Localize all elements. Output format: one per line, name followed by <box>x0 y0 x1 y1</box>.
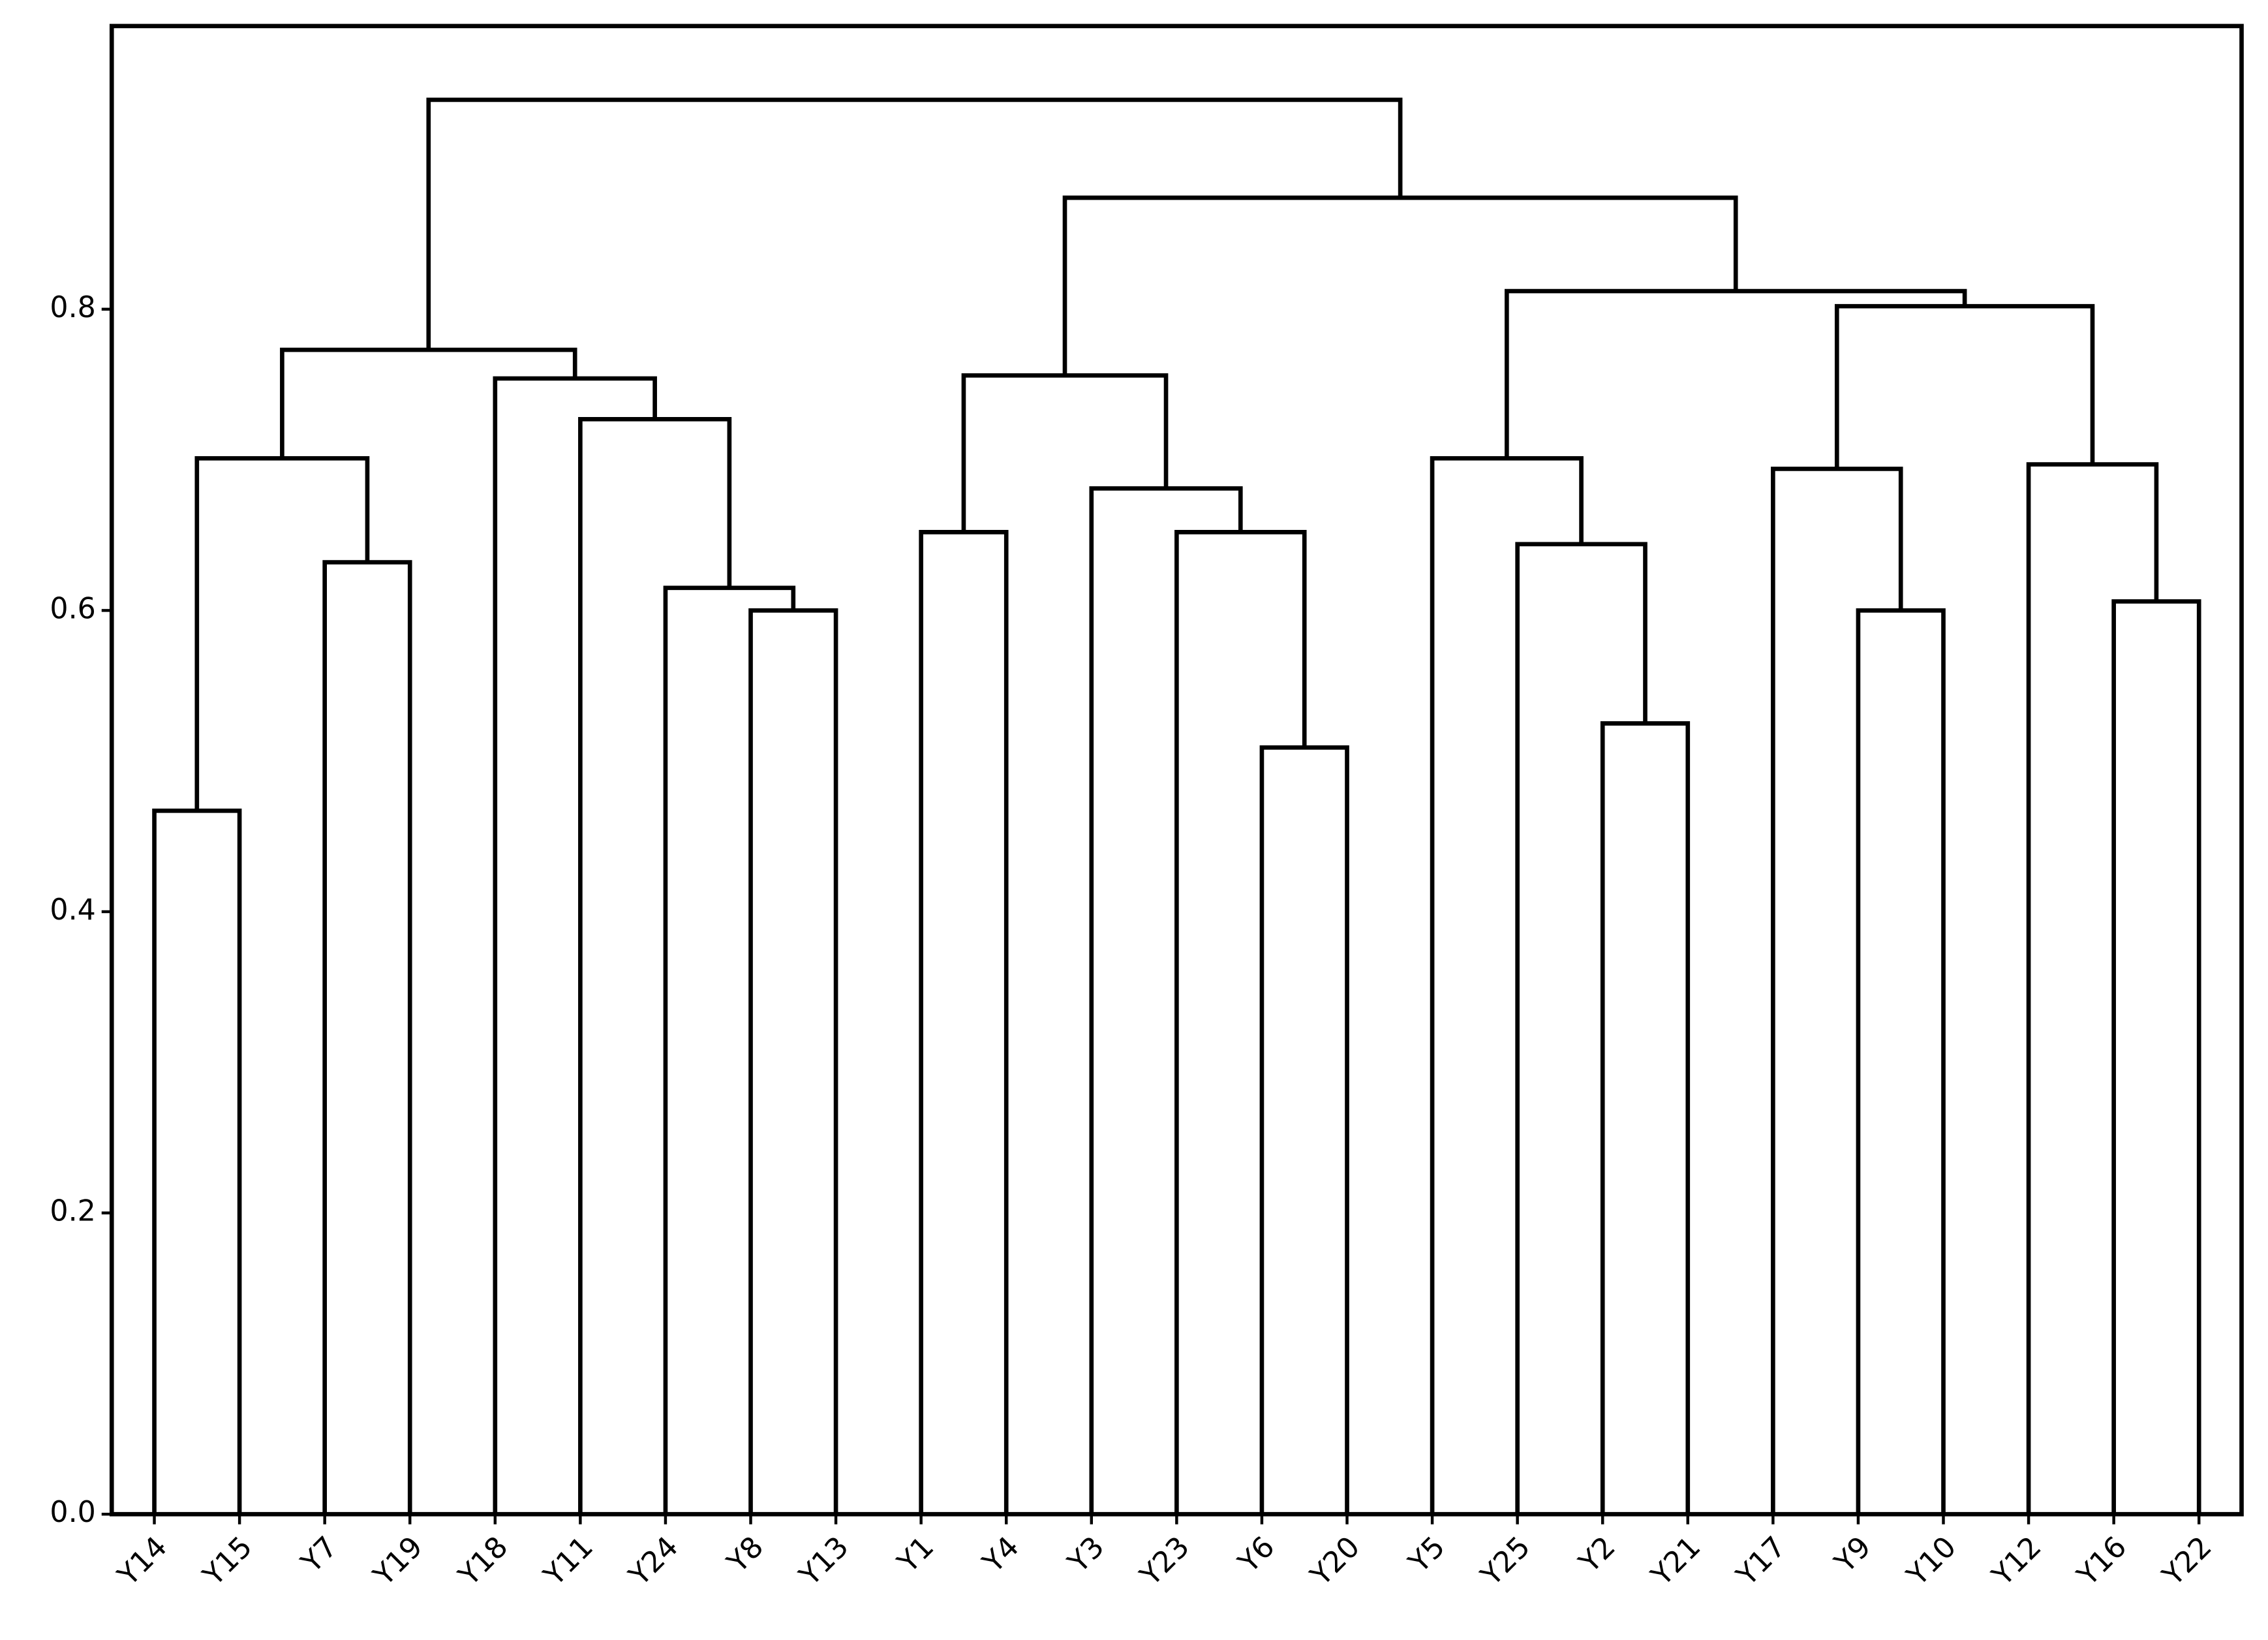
leaf-label: Y6 <box>1232 1530 1281 1580</box>
dendrogram-link <box>2111 599 2201 1515</box>
y-tick-label: 0.4 <box>50 893 95 927</box>
leaf-label: Y18 <box>452 1530 515 1593</box>
leaf-label: Y22 <box>2156 1530 2218 1593</box>
dendrogram-link <box>1504 288 1967 459</box>
leaf-label: Y21 <box>1645 1530 1708 1593</box>
dendrogram-link <box>1856 608 1946 1515</box>
dendrogram-link <box>1430 456 1584 1515</box>
dendrogram-link <box>1834 303 2095 469</box>
leaf-label: Y14 <box>111 1530 174 1593</box>
leaf-label: Y12 <box>1985 1530 2048 1593</box>
leaf-label: Y2 <box>1572 1530 1622 1580</box>
y-tick-label: 0.6 <box>50 592 95 625</box>
leaf-label: Y13 <box>793 1530 855 1593</box>
dendrogram-link <box>919 530 1009 1515</box>
dendrogram-link <box>426 97 1403 350</box>
leaf-label: Y3 <box>1062 1530 1111 1580</box>
leaf-label: Y11 <box>537 1530 600 1593</box>
dendrogram-link <box>961 373 1169 533</box>
dendrogram-link <box>2026 462 2159 1515</box>
leaf-label: Y16 <box>2070 1530 2133 1593</box>
dendrogram-link <box>1259 745 1349 1515</box>
dendrogram-link <box>280 347 577 459</box>
dendrogram-link <box>1089 486 1243 1515</box>
leaf-label: Y8 <box>720 1530 770 1580</box>
dendrogram-link <box>1174 530 1307 1515</box>
dendrogram-link <box>194 456 370 811</box>
leaf-label: Y17 <box>1730 1530 1792 1593</box>
leaf-label: Y5 <box>1402 1530 1452 1580</box>
leaf-label: Y1 <box>891 1530 940 1580</box>
dendrogram-link <box>748 608 838 1515</box>
dendrogram-link <box>1771 467 1903 1515</box>
y-tick-label: 0.2 <box>50 1195 95 1228</box>
leaf-label: Y7 <box>294 1530 344 1580</box>
leaf-label: Y19 <box>367 1530 429 1593</box>
dendrogram-link <box>493 376 657 1515</box>
dendrogram-link <box>152 809 242 1515</box>
y-tick-label: 0.0 <box>50 1496 95 1529</box>
y-tick-label: 0.8 <box>50 291 95 324</box>
leaf-label: Y25 <box>1474 1530 1537 1593</box>
leaf-label: Y20 <box>1304 1530 1366 1593</box>
leaf-label: Y9 <box>1828 1530 1878 1580</box>
leaf-label: Y4 <box>976 1530 1026 1580</box>
dendrogram-link <box>663 585 796 1515</box>
dendrogram-link <box>1600 721 1691 1515</box>
dendrogram-link <box>1062 195 1738 376</box>
dendrogram-link <box>322 560 412 1515</box>
leaf-label: Y23 <box>1133 1530 1196 1593</box>
leaf-label: Y24 <box>622 1530 685 1593</box>
leaf-label: Y15 <box>196 1530 259 1593</box>
dendrogram-link <box>1515 542 1647 1515</box>
leaf-label: Y10 <box>1900 1530 1963 1593</box>
dendrogram-link <box>578 416 732 1515</box>
